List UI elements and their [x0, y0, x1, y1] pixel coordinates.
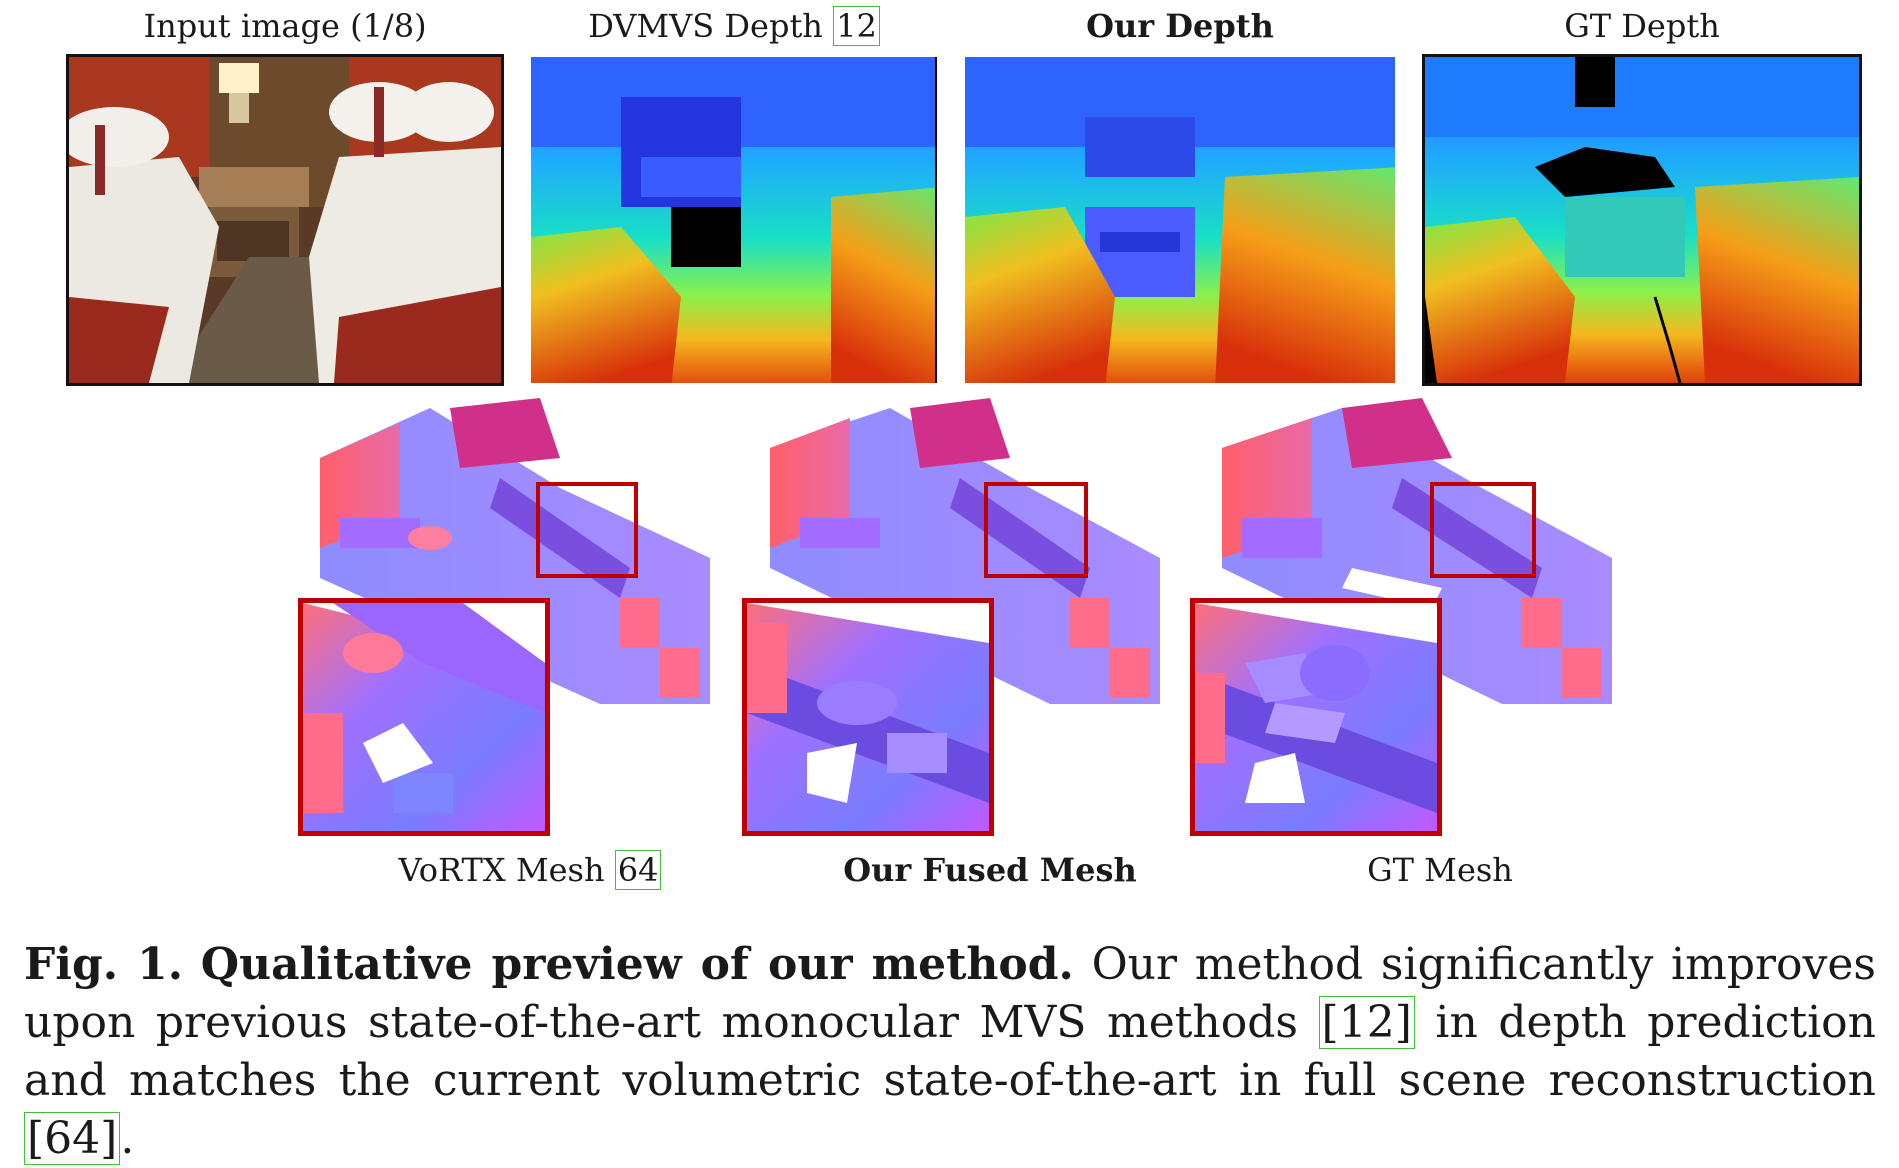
- caption-text-2: in depth prediction and matches the curr…: [24, 997, 1877, 1106]
- zoom-region-box: [536, 482, 638, 578]
- zoom-region-box: [1430, 482, 1536, 578]
- vortx-mesh: [300, 398, 720, 704]
- dvmvs-depth-map: [528, 54, 940, 386]
- citation-12[interactable]: 12: [833, 6, 880, 46]
- caption-text-3: .: [120, 1113, 135, 1164]
- zoom-region-box: [984, 482, 1088, 578]
- label-our-depth: Our Depth: [1086, 7, 1274, 45]
- caption-citation-64[interactable]: [64]: [24, 1112, 121, 1165]
- label-vortx-mesh: VoRTX Mesh 64: [350, 850, 710, 890]
- citation-64[interactable]: 64: [614, 850, 662, 890]
- caption-fig-number: Fig. 1.: [24, 939, 184, 990]
- label-dvmvs-depth: DVMVS Depth 12: [528, 6, 940, 46]
- caption-title: Qualitative preview of our method.: [200, 939, 1074, 990]
- caption-citation-12[interactable]: [12]: [1318, 996, 1415, 1049]
- our-depth-map: [962, 54, 1398, 386]
- our-fused-mesh: [770, 398, 1160, 704]
- gt-mesh: [1222, 398, 1612, 704]
- caption-text-1: Our method significantly improves upon p…: [24, 939, 1876, 1048]
- label-input-image: Input image (1/8): [143, 7, 427, 45]
- label-gt-depth: GT Depth: [1564, 7, 1720, 45]
- fused-zoom-inset: [742, 598, 994, 836]
- input-image: [66, 54, 504, 386]
- figure-caption: Fig. 1. Qualitative preview of our metho…: [24, 936, 1876, 1168]
- gt-depth-map: [1422, 54, 1862, 386]
- vortx-zoom-inset: [298, 598, 550, 836]
- label-our-fused-mesh: Our Fused Mesh: [843, 851, 1137, 889]
- gt-zoom-inset: [1190, 598, 1442, 836]
- label-gt-mesh: GT Mesh: [1367, 851, 1513, 889]
